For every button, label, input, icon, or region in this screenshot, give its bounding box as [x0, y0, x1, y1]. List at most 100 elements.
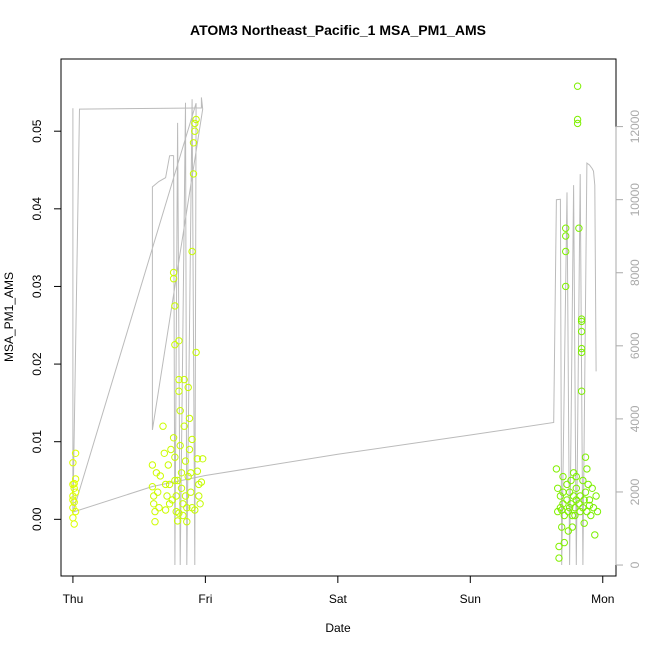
scatter-point	[155, 504, 163, 512]
scatter-point	[556, 492, 565, 500]
scatter-point	[171, 476, 179, 485]
x-tick-label: Thu	[63, 592, 84, 606]
scatter-point	[573, 82, 582, 90]
scatter-point	[584, 480, 592, 489]
scatter-point	[160, 449, 169, 457]
scatter-point	[171, 341, 179, 349]
scatter-point	[179, 511, 187, 520]
scatter-point	[148, 483, 157, 491]
scatter-point	[193, 467, 202, 475]
y2-axis: 0 2000 4000 6000 8000 10000 12000	[615, 110, 642, 568]
scatter-point	[569, 469, 578, 477]
scatter-point	[555, 554, 563, 562]
scatter-point	[565, 504, 574, 512]
y2-tick-label: 8000	[628, 259, 642, 286]
scatter-point	[562, 232, 570, 240]
scatter-point	[177, 469, 186, 477]
scatter-point	[193, 455, 202, 463]
y-tick-label: 0.05	[30, 119, 44, 143]
scatter-point	[571, 511, 579, 520]
scatter-point	[580, 496, 588, 504]
scatter-point	[195, 492, 203, 500]
scatter-point	[169, 434, 178, 442]
scatter-point	[581, 488, 590, 496]
scatter-point	[577, 317, 586, 326]
scatter-point	[175, 387, 183, 395]
point-layer	[69, 82, 602, 562]
y-tick-label: 0.01	[30, 430, 44, 454]
scatter-point	[167, 445, 175, 454]
scatter-point	[71, 507, 80, 516]
scatter-point	[559, 488, 567, 496]
scatter-point	[184, 472, 192, 481]
scatter-point	[562, 247, 570, 256]
scatter-point	[179, 500, 187, 508]
scatter-point	[577, 348, 586, 357]
scatter-point	[577, 387, 586, 395]
scatter-point	[165, 480, 174, 489]
scatter-point	[188, 435, 196, 444]
y-axis-label: MSA_PM1_AMS	[2, 272, 16, 362]
scatter-point	[558, 506, 566, 514]
y2-tick-label: 10000	[628, 183, 642, 217]
scatter-point	[171, 453, 179, 461]
line-layer	[72, 97, 597, 566]
scatter-point	[189, 139, 198, 147]
scatter-point	[573, 115, 582, 124]
scatter-point	[176, 407, 184, 415]
scatter-point	[588, 484, 596, 492]
scatter-point	[151, 518, 159, 526]
scatter-point	[567, 476, 575, 485]
scatter-point	[577, 315, 586, 323]
scatter-point	[164, 461, 173, 469]
scatter-point	[171, 302, 179, 310]
scatter-point	[180, 422, 188, 430]
scatter-point	[567, 500, 575, 508]
scatter-point	[560, 538, 568, 547]
scatter-point	[71, 475, 80, 483]
scatter-point	[159, 422, 167, 430]
scatter-point	[196, 500, 204, 508]
scatter-point	[192, 348, 200, 357]
y2-tick-label: 6000	[628, 332, 642, 359]
scatter-point	[579, 504, 587, 512]
scatter-point	[154, 488, 162, 496]
scatter-point	[562, 224, 570, 232]
scatter-point	[579, 476, 587, 485]
scatter-point	[71, 449, 80, 457]
scatter-point	[593, 507, 602, 516]
scatter-point	[161, 480, 170, 489]
scatter-point	[191, 127, 199, 135]
scatter-point	[163, 492, 171, 500]
scatter-point	[69, 459, 77, 467]
scatter-point	[562, 282, 570, 291]
y-tick-label: 0.00	[30, 507, 44, 531]
scatter-point	[575, 500, 583, 508]
scatter-point	[558, 523, 566, 531]
y2-tick-label: 12000	[628, 110, 642, 144]
scatter-point	[173, 517, 182, 525]
scatter-point	[580, 519, 588, 527]
scatter-point	[564, 527, 572, 535]
scatter-point	[191, 506, 199, 514]
scatter-point	[181, 492, 190, 500]
scatter-point	[587, 511, 595, 520]
scatter-point	[555, 542, 563, 551]
scatter-point	[571, 504, 579, 512]
scatter-point	[552, 465, 561, 473]
scatter-point	[191, 119, 199, 128]
scatter-point	[575, 224, 583, 232]
scatter-point	[150, 500, 158, 508]
x-tick-label: Sat	[329, 592, 348, 606]
scatter-point	[71, 488, 80, 496]
x-axis: Thu Fri Sat Sun Mon	[63, 575, 614, 606]
scatter-point	[576, 492, 584, 500]
y-axis: 0.00 0.01 0.02 0.03 0.04 0.05	[30, 119, 62, 531]
scatter-point	[585, 496, 594, 504]
scatter-point	[180, 375, 188, 384]
scatter-point	[175, 375, 183, 384]
scatter-point	[175, 509, 183, 517]
scatter-point	[559, 472, 567, 481]
